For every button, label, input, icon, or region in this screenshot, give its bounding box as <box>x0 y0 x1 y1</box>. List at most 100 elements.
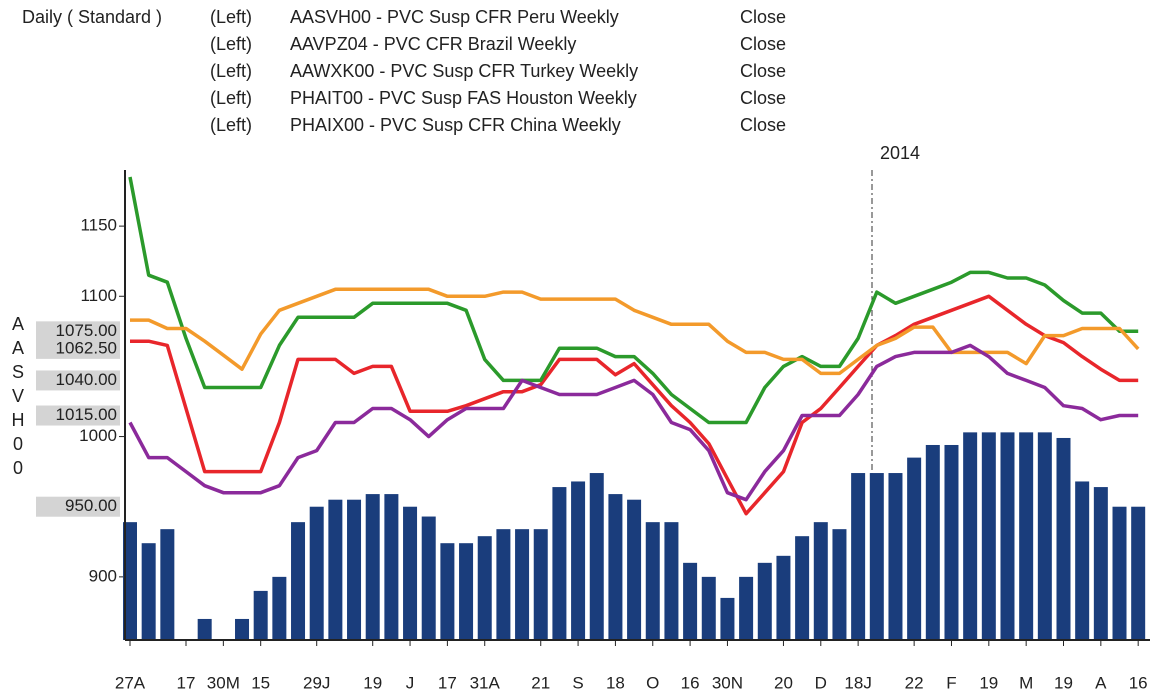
x-tick-label: 16 <box>1129 673 1148 692</box>
bar <box>981 432 996 640</box>
bar <box>683 562 698 640</box>
line <box>128 176 1139 425</box>
annotation: 2014 <box>880 143 920 163</box>
bar <box>515 529 530 640</box>
bar <box>963 432 978 640</box>
x-tick-label: 17 <box>177 673 196 692</box>
bar <box>720 597 735 640</box>
last-value-label: 1062.50 <box>56 338 117 357</box>
bar <box>272 576 287 640</box>
line <box>128 343 1139 502</box>
bar <box>1075 481 1090 640</box>
bar <box>403 506 418 640</box>
legend-name: AASVH00 - PVC Susp CFR Peru Weekly <box>290 7 619 27</box>
x-tick-label: F <box>946 673 956 692</box>
x-tick-label: 18J <box>844 673 871 692</box>
x-tick-label: 30M <box>207 673 240 692</box>
bar <box>1037 432 1052 640</box>
bar <box>496 529 511 640</box>
legend-field: Close <box>740 61 786 81</box>
bar <box>888 473 903 640</box>
bar <box>1019 432 1034 640</box>
x-tick-label: J <box>406 673 415 692</box>
bar <box>235 618 250 640</box>
last-value-box <box>36 405 120 426</box>
bar <box>869 473 884 640</box>
bar <box>347 499 362 640</box>
x-tick-label: M <box>1019 673 1033 692</box>
x-tick-label: 19 <box>1054 673 1073 692</box>
x-tick-label: 30N <box>712 673 743 692</box>
bar <box>309 506 324 640</box>
bar <box>440 543 455 640</box>
legend-field: Close <box>740 88 786 108</box>
legend-field: Close <box>740 34 786 54</box>
bar <box>701 576 716 640</box>
last-value-label: 1075.00 <box>56 321 117 340</box>
y-tick-label: 1100 <box>80 286 117 305</box>
bar <box>776 555 791 640</box>
legend-name: AAVPZ04 - PVC CFR Brazil Weekly <box>290 34 576 54</box>
bar <box>925 444 940 640</box>
bar <box>160 529 175 640</box>
x-tick-label: 27A <box>115 673 146 692</box>
legend-field: Close <box>740 115 786 135</box>
legend-field: Close <box>740 7 786 27</box>
bar <box>459 543 474 640</box>
bar <box>1000 432 1015 640</box>
bar <box>944 444 959 640</box>
bar <box>757 562 772 640</box>
bar <box>123 522 137 640</box>
y-tick-label: 1150 <box>80 216 117 235</box>
bar <box>571 481 586 640</box>
bar <box>907 457 922 640</box>
y-tick-label: 1000 <box>79 426 117 445</box>
bar <box>291 522 306 640</box>
legend-side: (Left) <box>210 61 252 81</box>
x-tick-label: S <box>572 673 583 692</box>
x-tick-label: 19 <box>979 673 998 692</box>
legend-side: (Left) <box>210 88 252 108</box>
bar <box>533 529 548 640</box>
last-value-box <box>36 338 120 359</box>
bar <box>552 487 567 640</box>
bar <box>813 522 828 640</box>
bar <box>608 494 623 640</box>
legend-side: (Left) <box>210 34 252 54</box>
last-value-box <box>36 321 120 342</box>
bar <box>739 576 754 640</box>
bar <box>1093 487 1108 640</box>
x-tick-label: O <box>646 673 659 692</box>
legend-side: (Left) <box>210 7 252 27</box>
bar <box>851 473 866 640</box>
x-tick-label: 21 <box>531 673 550 692</box>
x-tick-label: 22 <box>905 673 924 692</box>
bar <box>477 536 492 640</box>
bar <box>589 473 604 640</box>
legend-side: (Left) <box>210 115 252 135</box>
line <box>130 294 1139 516</box>
last-value-label: 1040.00 <box>56 370 117 389</box>
bar <box>384 494 399 640</box>
bar <box>421 516 436 640</box>
x-tick-label: 29J <box>303 673 330 692</box>
bar <box>1112 506 1127 640</box>
last-value-box <box>36 496 120 517</box>
x-tick-label: 20 <box>774 673 793 692</box>
bar <box>253 590 268 640</box>
bar <box>328 499 343 640</box>
x-tick-label: D <box>815 673 827 692</box>
chart-title: Daily ( Standard ) <box>22 7 162 27</box>
bar <box>1131 506 1146 640</box>
bar <box>627 499 642 640</box>
bar <box>832 529 847 640</box>
bar <box>141 543 156 640</box>
last-value-box <box>36 370 120 391</box>
bar <box>197 618 212 640</box>
x-tick-label: 19 <box>363 673 382 692</box>
x-tick-label: 16 <box>681 673 700 692</box>
bar <box>664 522 679 640</box>
